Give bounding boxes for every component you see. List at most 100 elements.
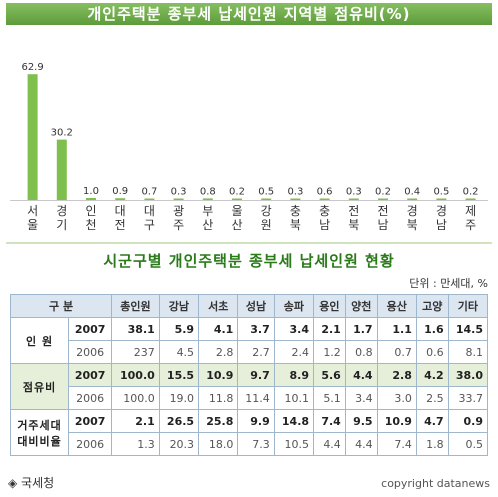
table-row: 거주세대 대비비율 2007 2.1 26.5 25.8 9.9 14.8 7.4 9.5 10.9… bbox=[9, 409, 489, 456]
row-group-label: 인 원 bbox=[9, 317, 70, 364]
category-label: 구 bbox=[144, 218, 155, 232]
column-header: 강남 bbox=[158, 294, 200, 318]
bar-value-label: 0.9 bbox=[112, 186, 128, 197]
stats-table: 구 분 총인원 강남 서초 성남 송파 용인 양천 용산 고양 기타 인 원 2007 38.1 5.9 4… bbox=[9, 294, 489, 456]
column-header: 총인원 bbox=[111, 294, 160, 318]
bar-울산 bbox=[232, 198, 242, 200]
table-cell: 7.4 bbox=[376, 432, 417, 456]
table-cell: 1.7 bbox=[344, 317, 378, 341]
column-header: 용인 bbox=[313, 294, 346, 318]
table-cell: 15.5 bbox=[158, 363, 200, 387]
category-label: 인 bbox=[85, 204, 96, 218]
category-label: 남 bbox=[377, 218, 388, 232]
bar-value-label: 62.9 bbox=[21, 62, 43, 73]
table-row: 2006 1.3 20.3 18.0 7.3 10.5 4.4 4.4 7.4 1.8 0.5 bbox=[11, 432, 489, 456]
table-cell: 26.5 bbox=[158, 409, 200, 433]
table-body: 인 원 2007 38.1 5.9 4.1 3.7 3.4 2.1 1.7 1.1 1.6 14.5 2… bbox=[9, 317, 489, 456]
category-label: 남 bbox=[436, 218, 447, 232]
category-label: 경 bbox=[56, 204, 67, 218]
bar-value-label: 0.3 bbox=[287, 187, 303, 198]
table-cell: 3.0 bbox=[376, 386, 417, 410]
category-label: 남 bbox=[319, 218, 330, 232]
bar-chart-panel: 62.9 서 울 30.2 경 기 1.0 인 천 0.9 대 전 0.7 대 구 0.3 광 주 0.8 부 산 0.2… bbox=[10, 33, 488, 238]
bar-전남 bbox=[378, 198, 388, 200]
table-cell: 2.5 bbox=[415, 386, 449, 410]
table-cell: 4.4 bbox=[344, 432, 378, 456]
table-row: 인 원 2007 38.1 5.9 4.1 3.7 3.4 2.1 1.7 1.1 1.6 14.5 bbox=[9, 317, 489, 364]
table-cell: 4.5 bbox=[158, 340, 200, 364]
category-label: 주 bbox=[173, 218, 184, 232]
table-cell: 14.5 bbox=[447, 317, 489, 341]
table-cell: 0.5 bbox=[447, 432, 489, 456]
table-cell: 1.3 bbox=[111, 432, 160, 456]
bar-충남 bbox=[319, 198, 330, 200]
table-cell: 5.6 bbox=[313, 363, 346, 387]
table-cell: 0.9 bbox=[447, 409, 489, 433]
copyright-label: copyright datanews bbox=[381, 477, 490, 490]
category-label: 주 bbox=[465, 218, 476, 232]
year-cell: 2006 bbox=[68, 340, 113, 364]
bar-충북 bbox=[290, 198, 301, 200]
bar-value-label: 0.6 bbox=[317, 187, 333, 198]
bar-value-label: 0.8 bbox=[200, 186, 216, 197]
unit-note: 단위 : 만세대, % bbox=[409, 277, 488, 290]
bar-경기 bbox=[56, 139, 67, 200]
category-label: 울 bbox=[27, 218, 38, 232]
bar-value-label: 30.2 bbox=[51, 128, 73, 139]
column-header: 기타 bbox=[447, 294, 489, 318]
category-label: 충 bbox=[319, 204, 330, 218]
category-label: 부 bbox=[202, 204, 213, 218]
table-cell: 10.1 bbox=[273, 386, 315, 410]
category-label: 산 bbox=[231, 218, 242, 232]
table-cell: 7.4 bbox=[313, 409, 346, 433]
table-head: 구 분 총인원 강남 서초 성남 송파 용인 양천 용산 고양 기타 bbox=[9, 294, 489, 318]
table-cell: 19.0 bbox=[158, 386, 200, 410]
bar-경남 bbox=[436, 198, 447, 200]
table-cell: 0.6 bbox=[415, 340, 449, 364]
table-cell: 100.0 bbox=[111, 386, 160, 410]
table-cell: 3.4 bbox=[344, 386, 378, 410]
table-cell: 14.8 bbox=[273, 409, 315, 433]
table-cell: 4.7 bbox=[415, 409, 449, 433]
table-cell: 1.2 bbox=[313, 340, 346, 364]
column-header: 송파 bbox=[273, 294, 315, 318]
table-cell: 4.2 bbox=[415, 363, 449, 387]
category-label: 전 bbox=[377, 204, 388, 218]
table-cell: 0.7 bbox=[376, 340, 417, 364]
table-cell: 0.8 bbox=[344, 340, 378, 364]
table-cell: 10.9 bbox=[376, 409, 417, 433]
table-cell: 38.1 bbox=[111, 317, 160, 341]
column-header: 용산 bbox=[376, 294, 417, 318]
bar-value-label: 0.2 bbox=[375, 187, 391, 198]
table-cell: 2.1 bbox=[313, 317, 346, 341]
bar-대전 bbox=[115, 198, 126, 200]
category-label: 충 bbox=[290, 204, 301, 218]
category-label: 대 bbox=[115, 204, 126, 218]
category-label: 제 bbox=[465, 204, 476, 218]
bar-value-label: 1.0 bbox=[83, 186, 99, 197]
stats-table-section: 시군구별 개인주택분 종부세 납세인원 현황 단위 : 만세대, % 구 분 총인… bbox=[6, 242, 492, 470]
table-header-row: 구 분 총인원 강남 서초 성남 송파 용인 양천 용산 고양 기타 bbox=[9, 294, 489, 318]
bar-전북 bbox=[348, 198, 359, 200]
bar-부산 bbox=[202, 198, 213, 200]
bar-value-label: 0.7 bbox=[141, 187, 157, 198]
column-header: 양천 bbox=[344, 294, 378, 318]
column-header: 고양 bbox=[415, 294, 449, 318]
table-cell: 4.4 bbox=[313, 432, 346, 456]
table-cell: 11.4 bbox=[237, 386, 275, 410]
table-cell: 2.7 bbox=[237, 340, 275, 364]
bar-value-label: 0.2 bbox=[229, 187, 245, 198]
category-label: 원 bbox=[261, 218, 272, 232]
table-cell: 33.7 bbox=[447, 386, 489, 410]
category-label: 울 bbox=[231, 204, 242, 218]
source-label: ◈ 국세청 bbox=[8, 476, 55, 490]
table-cell: 2.4 bbox=[273, 340, 315, 364]
year-cell: 2007 bbox=[68, 409, 113, 433]
bar-서울 bbox=[27, 74, 38, 200]
category-label: 천 bbox=[85, 217, 96, 232]
category-label: 전 bbox=[348, 204, 359, 218]
category-label: 북 bbox=[348, 218, 359, 232]
table-cell: 5.1 bbox=[313, 386, 346, 410]
table-row: 2006 100.0 19.0 11.8 11.4 10.1 5.1 3.4 3.0 2.5 33.… bbox=[11, 386, 489, 410]
table-cell: 9.7 bbox=[237, 363, 275, 387]
